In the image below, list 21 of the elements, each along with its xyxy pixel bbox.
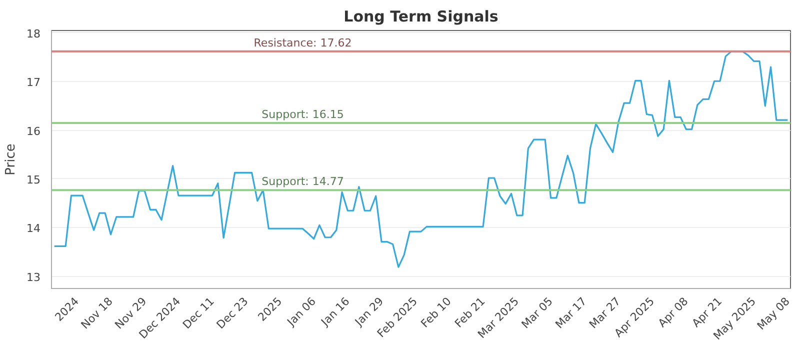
y-tick-label: 13 bbox=[26, 270, 41, 284]
x-tick-label: Dec 23 bbox=[214, 294, 251, 332]
ref-line-label: Support: 16.15 bbox=[262, 108, 344, 121]
y-tick-label: 15 bbox=[26, 173, 41, 186]
x-tick-label: Apr 08 bbox=[656, 294, 691, 330]
line-series bbox=[54, 50, 788, 268]
x-tick-label: Nov 18 bbox=[78, 294, 116, 332]
chart-title: Long Term Signals bbox=[344, 8, 498, 26]
y-tick-label: 14 bbox=[26, 222, 41, 236]
ref-line-label: Resistance: 17.62 bbox=[254, 36, 352, 50]
x-tick-label: Feb 10 bbox=[418, 294, 454, 330]
y-axis-title: Price bbox=[4, 144, 19, 176]
x-tick-label: Dec 11 bbox=[180, 294, 217, 332]
x-tick-label: Mar 17 bbox=[552, 294, 590, 332]
ref-line-label: Support: 14.77 bbox=[262, 175, 344, 188]
x-tick-label: Jan 06 bbox=[284, 294, 318, 330]
y-tick-label: 18 bbox=[26, 27, 41, 40]
y-tick-label: 17 bbox=[26, 76, 41, 90]
y-tick-label: 16 bbox=[26, 124, 41, 138]
x-tick-label: Jan 16 bbox=[318, 294, 352, 330]
x-tick-label: Mar 05 bbox=[519, 294, 556, 332]
